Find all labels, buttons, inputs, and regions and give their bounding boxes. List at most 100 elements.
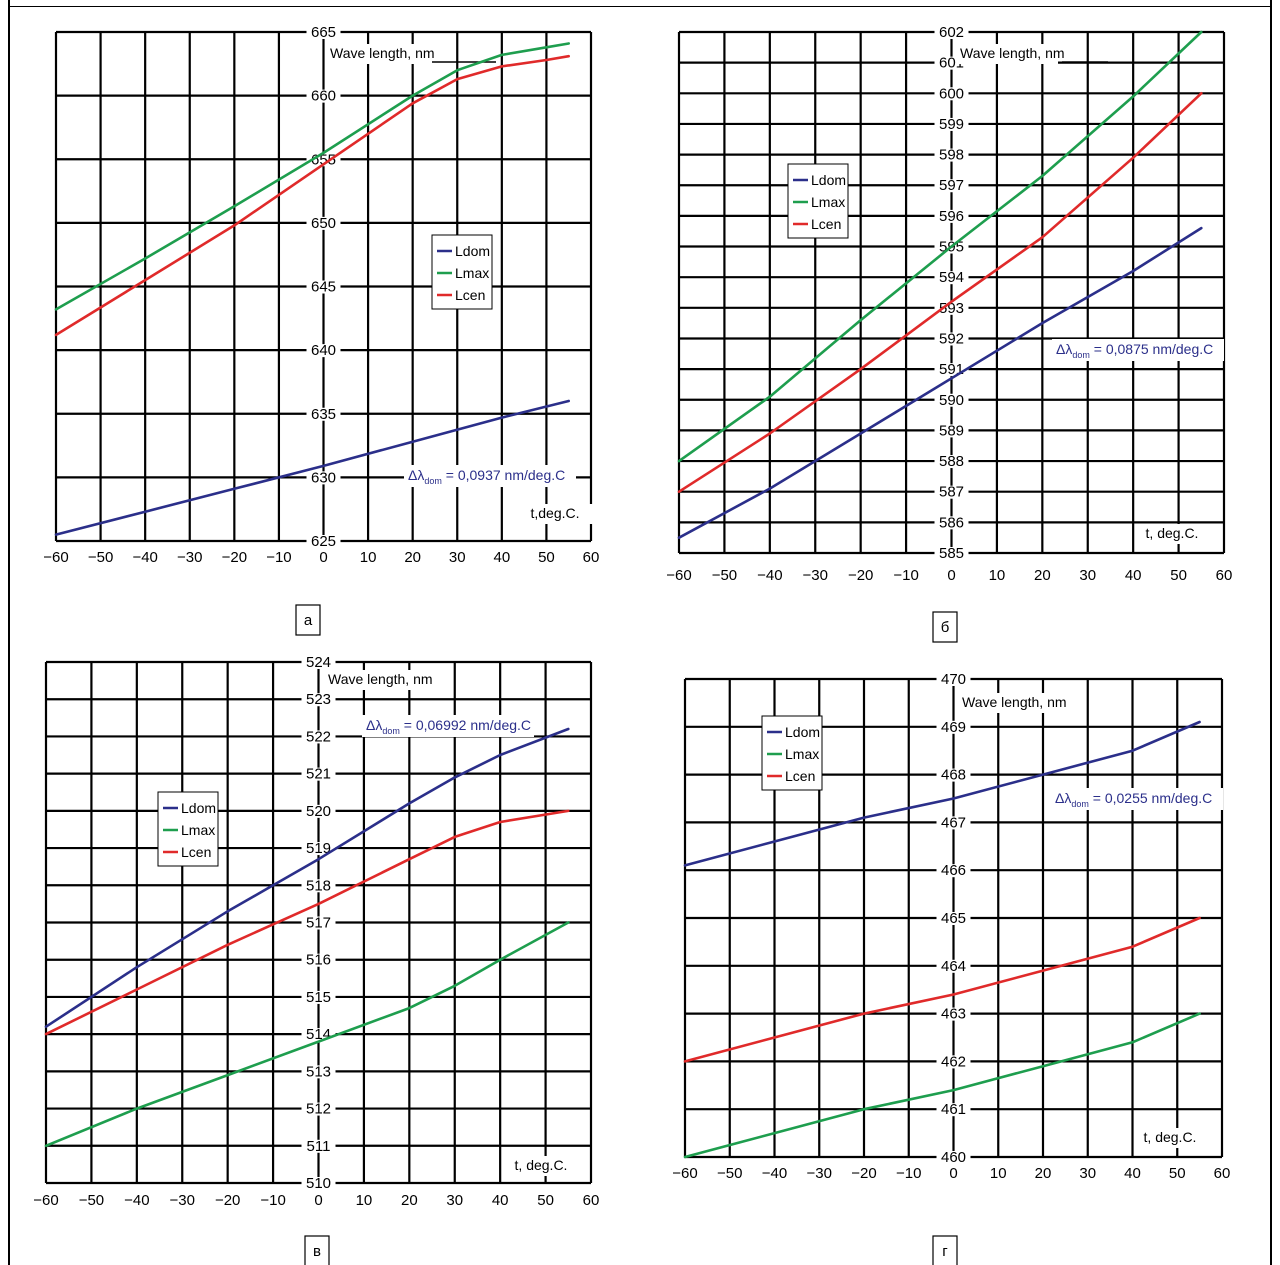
x-tick-label: −30: [170, 1192, 195, 1209]
x-tick-label: −40: [132, 549, 157, 566]
x-tick-label: 60: [1216, 567, 1233, 584]
legend-entry-lcen: Lcen: [455, 287, 485, 303]
x-tick-label: 30: [446, 1192, 463, 1209]
y-tick-label: 589: [939, 422, 964, 439]
y-axis-label: Wave length, nm: [330, 45, 435, 61]
y-tick-label-bg: [934, 117, 969, 131]
y-tick-label: 630: [311, 469, 336, 486]
y-tick-label: 469: [941, 719, 966, 736]
y-axis-label-bg: [958, 693, 1060, 713]
x-tick-label: −30: [177, 549, 202, 566]
x-tick-label: 0: [319, 549, 327, 566]
y-axis-label: Wave length, nm: [328, 671, 433, 687]
legend-box: [157, 791, 219, 867]
y-tick-label: 588: [939, 453, 964, 470]
y-tick-label-bg: [936, 1007, 971, 1021]
y-tick-label-bg: [301, 730, 336, 744]
y-tick-label: 592: [939, 330, 964, 347]
y-tick-label-bg: [934, 393, 969, 407]
x-tick-label: −30: [807, 1165, 832, 1182]
y-tick-label: 512: [306, 1101, 331, 1118]
y-tick-label: 645: [311, 279, 336, 296]
y-tick-label-bg: [934, 547, 969, 560]
y-tick-label-bg: [934, 424, 969, 438]
x-tick-label: 50: [537, 1192, 554, 1209]
x-tick-label: 20: [404, 549, 421, 566]
series-line-lcen: [683, 916, 1201, 1063]
legend: Ldom Lmax Lcen: [157, 791, 219, 867]
y-tick-label-bg: [301, 1177, 336, 1190]
y-tick-label: 602: [939, 24, 964, 41]
y-tick-label: 593: [939, 300, 964, 317]
x-tick-label: 20: [1034, 567, 1051, 584]
x-tick-label: 40: [1125, 567, 1142, 584]
series-line-lcen: [54, 54, 571, 337]
x-axis-label-bg: [1144, 1128, 1208, 1148]
y-tick-label-bg: [301, 767, 336, 781]
y-tick-label-bg: [936, 673, 971, 686]
legend-entry-ldom: Ldom: [455, 243, 490, 259]
x-tick-label: −60: [33, 1192, 58, 1209]
y-tick-label: 523: [306, 691, 331, 708]
y-tick-label-bg: [306, 89, 341, 103]
y-tick-label: 600: [939, 85, 964, 102]
x-tick-label: −10: [893, 567, 918, 584]
y-tick-label-bg: [934, 301, 969, 315]
y-tick-label: 520: [306, 803, 331, 820]
y-tick-label: 596: [939, 208, 964, 225]
chart-panel-4: −60 −50 −40 −30 −20 −10 0 10 20 30 40 50 60 460 461 462…: [672, 671, 1230, 1265]
x-tick-label: 60: [583, 1192, 600, 1209]
y-tick-label: 640: [311, 342, 336, 359]
y-tick-label-bg: [936, 1055, 971, 1069]
x-tick-label: −20: [848, 567, 873, 584]
y-tick-label-bg: [306, 471, 341, 485]
y-tick-label-bg: [934, 271, 969, 285]
y-tick-label: 462: [941, 1053, 966, 1070]
y-tick-label-bg: [306, 535, 341, 548]
y-tick-label: 468: [941, 767, 966, 784]
y-tick-label-bg: [934, 516, 969, 530]
y-tick-label: 587: [939, 484, 964, 501]
slope-annotation-bg: [362, 715, 534, 737]
series-line-ldom: [44, 727, 570, 1028]
chart-panel-2: −60 −50 −40 −30 −20 −10 0 10 20 30 40 50 60 585 586 587…: [666, 24, 1233, 643]
x-tick-label: −60: [43, 549, 68, 566]
y-tick-label-bg: [936, 816, 971, 830]
y-tick-label-bg: [301, 656, 336, 669]
y-tick-label-bg: [306, 216, 341, 230]
series-line-lmax: [683, 1012, 1201, 1159]
x-tick-label: −50: [717, 1165, 742, 1182]
slope-annotation-bg: [1051, 788, 1223, 810]
figure-border-top: [8, 6, 1272, 7]
x-tick-label: 30: [1079, 567, 1096, 584]
y-tick-label: 467: [941, 814, 966, 831]
legend: Ldom Lmax Lcen: [431, 234, 493, 310]
x-tick-label: −40: [757, 567, 782, 584]
x-tick-label: 40: [492, 1192, 509, 1209]
y-tick-label: 515: [306, 989, 331, 1006]
y-tick-label: 519: [306, 840, 331, 857]
legend-entry-ldom: Ldom: [181, 800, 216, 816]
panel-label-box: [932, 1235, 958, 1265]
y-tick-label: 460: [941, 1149, 966, 1166]
y-tick-label: 466: [941, 862, 966, 879]
y-tick-label: 598: [939, 147, 964, 164]
x-tick-label: 10: [990, 1165, 1007, 1182]
y-tick-label-bg: [934, 87, 969, 101]
x-tick-label: −40: [762, 1165, 787, 1182]
y-tick-label-bg: [301, 842, 336, 856]
y-tick-label: 463: [941, 1006, 966, 1023]
legend-entry-ldom: Ldom: [811, 172, 846, 188]
y-tick-label-bg: [934, 209, 969, 223]
y-tick-label-bg: [301, 693, 336, 707]
x-axis-label: t, deg.C.: [1146, 525, 1199, 541]
x-tick-label: 20: [1035, 1165, 1052, 1182]
x-axis-label: t, deg.C.: [1144, 1129, 1197, 1145]
y-tick-label: 522: [306, 728, 331, 745]
legend-entry-ldom: Ldom: [785, 724, 820, 740]
y-tick-label: 665: [311, 24, 336, 41]
x-tick-label: 10: [356, 1192, 373, 1209]
panel-label-box: [295, 604, 321, 636]
y-tick-label: 516: [306, 952, 331, 969]
y-tick-label: 461: [941, 1101, 966, 1118]
